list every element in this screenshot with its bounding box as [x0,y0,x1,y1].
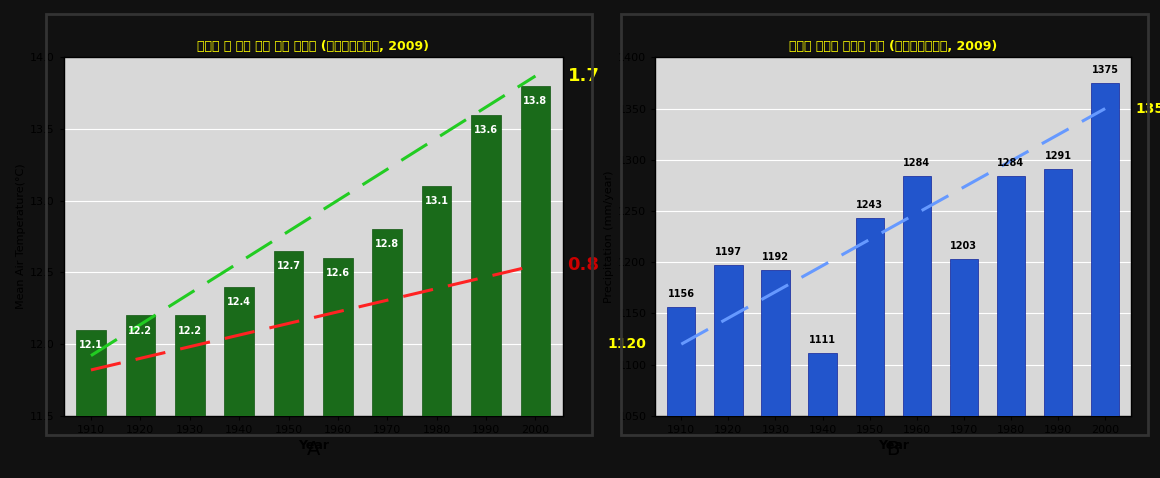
Text: 0.8: 0.8 [567,256,600,274]
Text: 1120: 1120 [607,337,646,351]
Bar [950,259,978,478]
Text: 1243: 1243 [856,200,883,210]
Bar [809,353,836,478]
Y-axis label: Mean Air Temperature(°C): Mean Air Temperature(°C) [16,164,26,309]
Text: 12.6: 12.6 [326,268,350,278]
Bar [471,115,501,478]
Y-axis label: Precipitation (mm/year): Precipitation (mm/year) [604,170,614,303]
Bar [274,251,303,478]
Text: 1284: 1284 [998,158,1024,168]
Text: 12.2: 12.2 [177,326,202,336]
Text: 12.8: 12.8 [375,239,399,250]
Text: 1192: 1192 [762,252,789,262]
Text: B: B [886,440,900,459]
Text: 12.7: 12.7 [276,261,300,271]
Title: 한반도 연평균 강수량 변화 (국립기상연구소, 2009): 한반도 연평균 강수량 변화 (국립기상연구소, 2009) [789,41,998,54]
Text: 13.6: 13.6 [474,125,498,135]
Text: A: A [306,440,320,459]
Text: 1375: 1375 [1092,65,1118,75]
Text: 1291: 1291 [1044,151,1072,161]
Bar [715,265,742,478]
Text: 1197: 1197 [715,247,742,257]
Bar [1090,83,1119,478]
X-axis label: Year: Year [298,439,328,452]
Text: 13.8: 13.8 [523,96,548,106]
X-axis label: Year: Year [878,439,908,452]
Bar [224,287,254,478]
Text: 12.1: 12.1 [79,340,103,350]
Bar [761,271,790,478]
Text: 1.7: 1.7 [567,67,600,85]
Bar [1044,169,1072,478]
Bar [996,176,1025,478]
Text: 12.4: 12.4 [227,297,251,307]
Bar [856,218,884,478]
Bar [324,258,353,478]
Bar [422,186,451,478]
Bar [125,315,155,478]
Bar [521,86,550,478]
Bar [175,315,204,478]
Bar [77,330,106,478]
Bar [902,176,930,478]
Text: 1203: 1203 [950,241,978,251]
Text: 1284: 1284 [904,158,930,168]
Text: 1156: 1156 [668,289,695,299]
Text: 12.2: 12.2 [129,326,152,336]
Text: 1350: 1350 [1136,101,1160,116]
Text: 13.1: 13.1 [425,196,449,206]
Text: 1111: 1111 [809,335,836,345]
Bar [372,229,403,478]
Title: 한반도 및 지구 평균 기온 상승률 (국립기상연구소, 2009): 한반도 및 지구 평균 기온 상승률 (국립기상연구소, 2009) [197,41,429,54]
Bar [667,307,696,478]
